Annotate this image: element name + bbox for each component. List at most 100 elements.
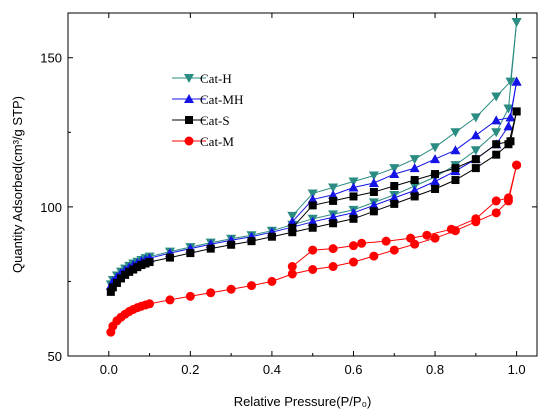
data-point xyxy=(511,76,522,86)
y-tick-label: 150 xyxy=(40,51,62,66)
data-point xyxy=(121,270,130,279)
data-point xyxy=(450,128,461,138)
data-point xyxy=(308,245,318,255)
legend-label: Cat-S xyxy=(200,113,230,128)
data-point xyxy=(406,233,416,243)
data-point xyxy=(267,232,276,241)
data-point xyxy=(308,223,317,232)
data-point xyxy=(505,112,516,122)
data-point xyxy=(389,164,400,174)
legend-marker xyxy=(184,94,194,103)
data-point xyxy=(328,262,338,272)
data-point xyxy=(308,265,318,275)
data-point xyxy=(328,183,339,193)
data-point xyxy=(512,160,522,170)
data-point xyxy=(206,288,216,298)
data-point xyxy=(129,265,138,274)
data-point xyxy=(409,163,420,173)
data-point xyxy=(431,170,440,179)
legend-marker xyxy=(185,116,193,124)
data-point xyxy=(430,143,441,153)
series-layer xyxy=(105,17,522,337)
data-point xyxy=(247,237,256,246)
data-point xyxy=(368,171,379,181)
data-point xyxy=(348,177,359,187)
data-point xyxy=(287,211,298,221)
data-point xyxy=(430,154,441,164)
data-point xyxy=(410,192,419,201)
data-point xyxy=(389,192,400,202)
data-point xyxy=(206,244,215,253)
data-point xyxy=(409,185,420,195)
legend-item-cat-h: Cat-H xyxy=(172,71,232,86)
legend-marker xyxy=(184,136,194,146)
data-point xyxy=(348,257,358,267)
data-point xyxy=(410,176,419,185)
data-point xyxy=(471,164,480,173)
data-point xyxy=(165,253,174,262)
data-point xyxy=(108,283,117,292)
data-point xyxy=(505,77,516,87)
data-point xyxy=(287,262,297,272)
data-point xyxy=(112,278,121,287)
data-point xyxy=(117,274,126,283)
x-tick-label: 0.2 xyxy=(181,362,199,377)
x-tick-label: 0.0 xyxy=(100,362,118,377)
data-point xyxy=(288,228,297,237)
data-point xyxy=(145,299,155,309)
data-point xyxy=(185,291,195,301)
data-point xyxy=(390,181,399,190)
data-point xyxy=(226,284,236,294)
data-point xyxy=(141,259,150,268)
legend-label: Cat-H xyxy=(200,71,232,86)
data-point xyxy=(328,189,339,199)
data-point xyxy=(287,216,298,226)
data-point xyxy=(329,219,338,228)
data-point xyxy=(422,230,432,240)
data-point xyxy=(267,276,277,286)
data-point xyxy=(133,263,142,272)
data-point xyxy=(506,137,515,146)
data-point xyxy=(369,251,379,261)
ticks-layer: 0.0 0.2 0.4 0.6 0.8 1.0 50 100 150 xyxy=(40,13,537,377)
data-point xyxy=(450,145,461,155)
data-point xyxy=(471,155,480,164)
data-point xyxy=(409,155,420,165)
data-point xyxy=(470,130,481,140)
data-point xyxy=(288,223,297,232)
data-point xyxy=(390,199,399,208)
data-point xyxy=(165,295,175,305)
data-point xyxy=(349,192,358,201)
data-point xyxy=(328,244,338,254)
data-point xyxy=(368,178,379,188)
data-point xyxy=(227,240,236,249)
data-point xyxy=(348,241,358,251)
series-cat-m xyxy=(106,160,522,337)
data-point xyxy=(389,245,399,255)
legend-item-cat-s: Cat-S xyxy=(172,113,230,128)
data-point xyxy=(503,121,514,131)
legend-item-cat-mh: Cat-MH xyxy=(172,92,243,107)
data-point xyxy=(307,189,318,199)
data-point xyxy=(491,115,502,125)
legend: Cat-H Cat-MH Cat-S Cat-M xyxy=(172,71,243,149)
legend-label: Cat-M xyxy=(200,134,234,149)
data-point xyxy=(348,182,359,192)
y-tick-label: 50 xyxy=(48,349,62,364)
y-tick-label: 100 xyxy=(40,200,62,215)
data-point xyxy=(125,267,134,276)
data-point xyxy=(431,184,440,193)
data-point xyxy=(430,233,440,243)
data-point xyxy=(451,164,460,173)
data-point xyxy=(357,238,367,248)
data-point xyxy=(430,176,441,186)
data-point xyxy=(491,208,501,218)
data-point xyxy=(470,113,481,123)
data-point xyxy=(137,261,146,270)
legend-marker xyxy=(184,74,194,83)
data-point xyxy=(471,214,481,224)
data-point xyxy=(503,104,514,114)
data-point xyxy=(369,187,378,196)
